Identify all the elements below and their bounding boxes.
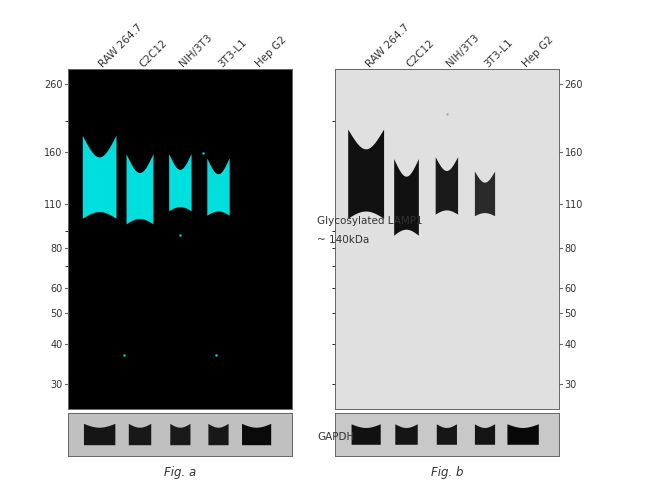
Polygon shape [352, 424, 381, 445]
Text: 3T3-L1: 3T3-L1 [483, 37, 515, 69]
Text: 80: 80 [51, 243, 62, 253]
Text: GAPDH: GAPDH [317, 432, 354, 441]
Polygon shape [83, 136, 116, 219]
Text: Fig. a: Fig. a [164, 465, 196, 478]
Polygon shape [437, 424, 457, 445]
Text: 60: 60 [565, 283, 577, 293]
Polygon shape [84, 424, 115, 445]
Text: 40: 40 [565, 339, 577, 349]
Polygon shape [209, 424, 229, 445]
Text: Fig. b: Fig. b [430, 465, 463, 478]
Polygon shape [129, 424, 151, 445]
Polygon shape [475, 424, 495, 445]
Text: Hep G2: Hep G2 [254, 34, 289, 69]
Polygon shape [170, 424, 190, 445]
Text: ~ 140kDa: ~ 140kDa [317, 235, 369, 244]
Polygon shape [475, 172, 495, 217]
Text: RAW 264.7: RAW 264.7 [364, 22, 411, 69]
Text: C2C12: C2C12 [138, 37, 169, 69]
Polygon shape [242, 424, 271, 445]
Polygon shape [395, 424, 418, 445]
Polygon shape [127, 155, 153, 225]
Polygon shape [169, 154, 192, 212]
Text: 260: 260 [44, 80, 62, 90]
Polygon shape [348, 130, 384, 219]
Text: 60: 60 [51, 283, 62, 293]
Text: NIH/3T3: NIH/3T3 [445, 32, 481, 69]
Text: Hep G2: Hep G2 [521, 34, 555, 69]
Text: 30: 30 [565, 379, 577, 389]
Polygon shape [207, 159, 229, 216]
Text: 110: 110 [44, 199, 62, 209]
Polygon shape [394, 160, 419, 236]
Text: 260: 260 [565, 80, 583, 90]
Text: 110: 110 [565, 199, 583, 209]
Polygon shape [436, 158, 458, 215]
Text: 80: 80 [565, 243, 577, 253]
Text: C2C12: C2C12 [404, 37, 436, 69]
Text: RAW 264.7: RAW 264.7 [98, 22, 144, 69]
Text: 50: 50 [565, 308, 577, 318]
Text: Glycosylated LAMP1: Glycosylated LAMP1 [317, 215, 422, 225]
Polygon shape [508, 424, 539, 445]
Text: 160: 160 [44, 148, 62, 157]
Text: NIH/3T3: NIH/3T3 [178, 32, 215, 69]
Text: 40: 40 [51, 339, 62, 349]
Text: 50: 50 [50, 308, 62, 318]
Text: 160: 160 [565, 148, 583, 157]
Text: 3T3-L1: 3T3-L1 [216, 37, 248, 69]
Text: 30: 30 [51, 379, 62, 389]
